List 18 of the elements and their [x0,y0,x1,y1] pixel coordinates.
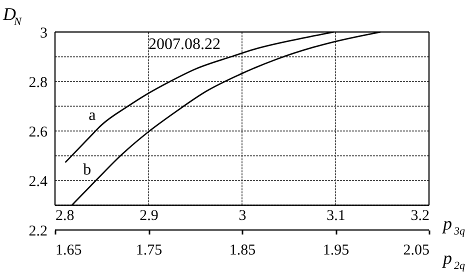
x2-tick-label: 1.85 [229,242,256,258]
y-tick-label: 2.6 [28,124,48,140]
series-label: a [88,106,96,124]
x2-tick-label: 1.95 [322,242,350,258]
y-tick-label: 2.4 [28,174,48,190]
y-tick-label: 2.8 [28,75,48,91]
y-tick-label: 2.2 [28,224,48,240]
x2-tick-label: 2.05 [403,242,430,258]
x2-tick-label: 1.65 [56,242,82,258]
y-tick-label: 3 [40,26,48,42]
series-label: b [83,161,92,178]
x-tick-label: 3 [238,208,246,224]
x-tick-label: 2.8 [56,208,74,224]
x-tick-label: 3.2 [410,208,430,224]
x-tick-label: 3.1 [326,208,346,224]
x2-tick-label: 1.75 [136,242,162,258]
annotation: 2007.08.22 [148,36,220,53]
x-tick-label: 2.9 [140,208,158,224]
